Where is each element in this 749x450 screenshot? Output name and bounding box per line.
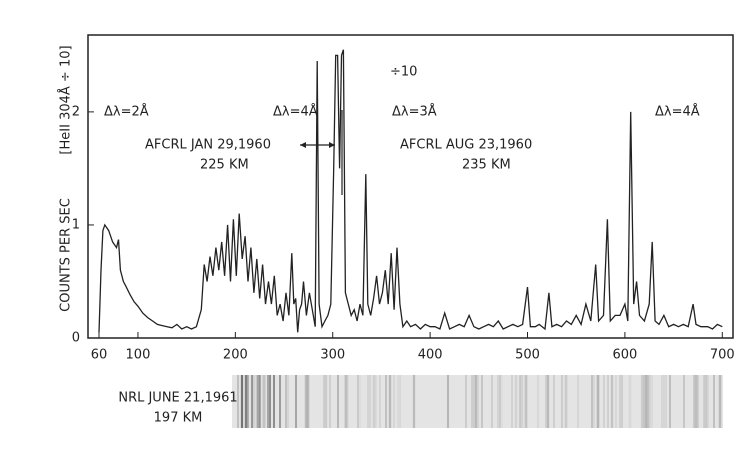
- annotation: Δλ=4Å: [273, 104, 318, 120]
- spectrum-line: [98, 49, 723, 333]
- x-tick-label: 500: [515, 348, 540, 363]
- annotation: Δλ=2Å: [104, 104, 149, 120]
- annotation: AFCRL AUG 23,1960: [400, 138, 532, 153]
- x-tick-label: 300: [320, 348, 345, 363]
- annotation: ÷10: [390, 65, 417, 80]
- x-tick-label: 400: [418, 348, 443, 363]
- x-tick-label: 700: [710, 348, 735, 363]
- y-tick-label: 2: [72, 104, 80, 119]
- annotation: AFCRL JAN 29,1960: [145, 138, 271, 153]
- y-tick-label: 0: [72, 331, 80, 346]
- plot-frame: [87, 34, 734, 339]
- annotation: Δλ=3Å: [392, 104, 437, 120]
- y-axis-label: COUNTS PER SEC: [59, 198, 74, 312]
- x-tick-label: 100: [126, 348, 151, 363]
- x-tick-label: 200: [223, 348, 248, 363]
- film-strip: [232, 375, 723, 428]
- annotation: 225 KM: [200, 158, 249, 173]
- film-lines: [237, 375, 722, 428]
- strip-label: NRL JUNE 21,1961: [118, 391, 237, 406]
- annotation: Δλ=4Å: [655, 104, 700, 120]
- y-tick-label: 1: [72, 217, 80, 232]
- annotation: 235 KM: [462, 158, 511, 173]
- y-axis-label: [HeII 304Å ÷ 10]: [58, 45, 74, 154]
- x-tick-label: 600: [612, 348, 637, 363]
- x-tick-label: 60: [91, 348, 108, 363]
- strip-label: 197 KM: [154, 411, 203, 426]
